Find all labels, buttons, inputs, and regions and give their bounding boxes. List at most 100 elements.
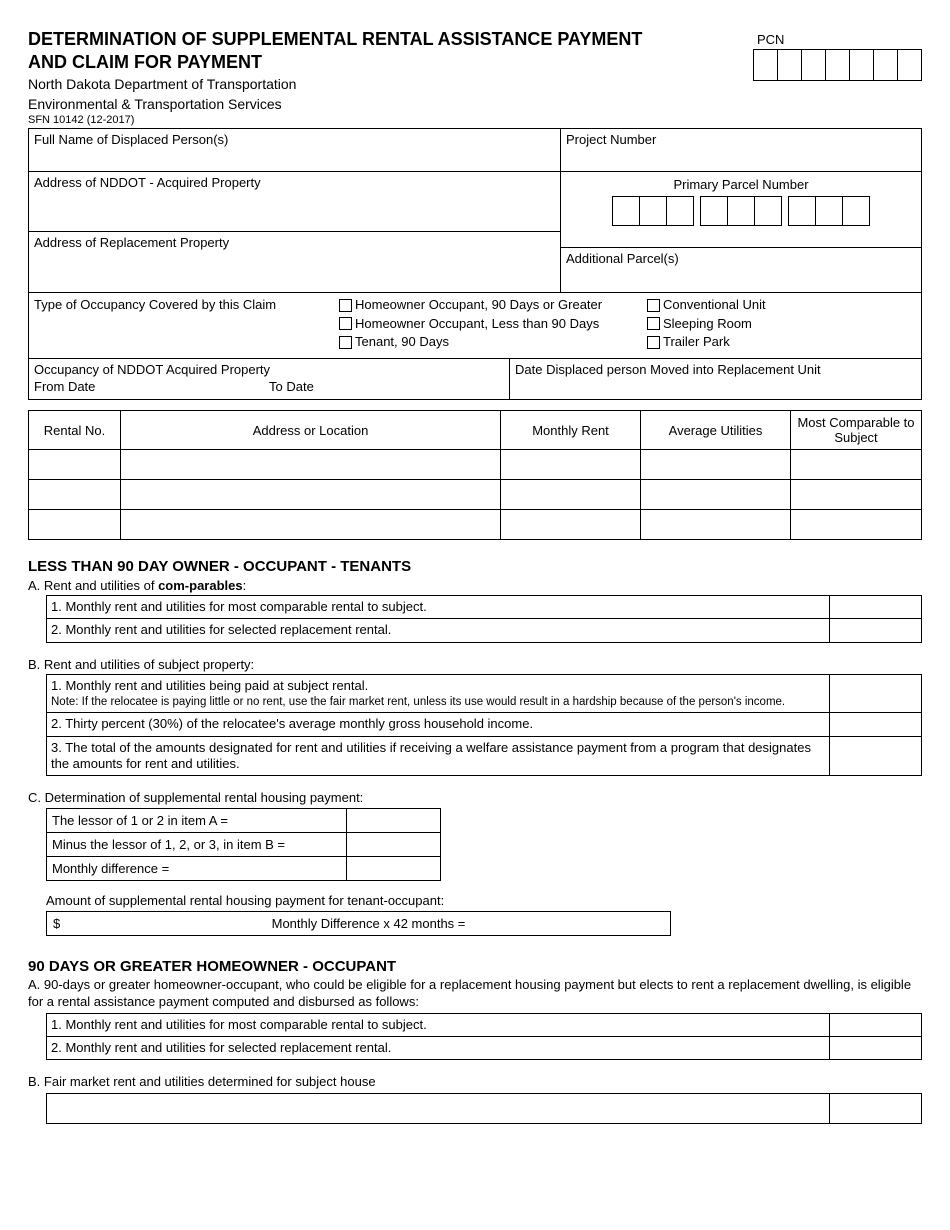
sec1-b1-val[interactable] [830, 674, 922, 713]
label-additional-parcel: Additional Parcel(s) [566, 251, 916, 267]
label-replacement-address: Address of Replacement Property [34, 235, 555, 251]
checkbox-conventional[interactable] [647, 299, 660, 312]
sec1-b3-val[interactable] [830, 736, 922, 776]
section2-header: 90 DAYS OR GREATER HOMEOWNER - OCCUPANT [28, 958, 922, 975]
sec1-b1-text: 1. Monthly rent and utilities being paid… [51, 678, 825, 694]
sec2-b-val[interactable] [830, 1094, 922, 1124]
pcn-cell[interactable] [849, 49, 874, 81]
sec1-b1-note: Note: If the relocatee is paying little … [51, 695, 825, 709]
th-monthly-rent: Monthly Rent [501, 411, 641, 450]
parcel-cell[interactable] [815, 196, 843, 226]
field-replacement-address[interactable]: Address of Replacement Property [29, 232, 560, 292]
field-date-moved[interactable]: Date Displaced person Moved into Replace… [510, 359, 921, 399]
section1-c-label: C. Determination of supplemental rental … [28, 790, 922, 805]
sec1-b2-val[interactable] [830, 713, 922, 736]
checkbox-home-lt90[interactable] [339, 317, 352, 330]
pcn-label: PCN [753, 32, 922, 47]
checkbox-tenant-90[interactable] [339, 336, 352, 349]
sec2-b-desc[interactable] [47, 1094, 830, 1124]
sec1-a1-val[interactable] [830, 596, 922, 619]
department-line2: Environmental & Transportation Services [28, 95, 753, 113]
table-row[interactable] [29, 510, 922, 540]
department-line1: North Dakota Department of Transportatio… [28, 75, 753, 93]
sec1-c1-val[interactable] [347, 809, 441, 833]
table-row[interactable] [29, 480, 922, 510]
field-occupancy-dates[interactable]: Occupancy of NDDOT Acquired Property Fro… [29, 359, 510, 399]
label-chk-tenant-90: Tenant, 90 Days [355, 334, 449, 350]
pcn-cell[interactable] [753, 49, 778, 81]
label-occupancy-type: Type of Occupancy Covered by this Claim [34, 297, 276, 312]
label-full-name: Full Name of Displaced Person(s) [34, 132, 555, 148]
section1-a-label: A. Rent and utilities of com-parables: [28, 578, 922, 593]
sec1-b2: 2. Thirty percent (30%) of the relocatee… [47, 713, 830, 736]
label-project-number: Project Number [566, 132, 916, 148]
parcel-cell[interactable] [700, 196, 728, 226]
sec1-b3: 3. The total of the amounts designated f… [47, 736, 830, 776]
checkbox-home-90[interactable] [339, 299, 352, 312]
parcel-cell[interactable] [788, 196, 816, 226]
sec2-a1-val[interactable] [830, 1013, 922, 1036]
sec1-c1: The lessor of 1 or 2 in item A = [47, 809, 347, 833]
sec2-a2-val[interactable] [830, 1037, 922, 1060]
sec1-a-bold: com-parables [158, 578, 243, 593]
sec1-amount-label: Amount of supplemental rental housing pa… [46, 893, 922, 908]
sec1-amount-box[interactable]: $ Monthly Difference x 42 months = [46, 911, 671, 936]
table-row[interactable] [29, 450, 922, 480]
sec1-a-pre: A. Rent and utilities of [28, 578, 158, 593]
dollar-sign: $ [53, 916, 73, 931]
parcel-cell[interactable] [639, 196, 667, 226]
sec1-c2-val[interactable] [347, 833, 441, 857]
sec1-c3: Monthly difference = [47, 857, 347, 881]
rental-comparables-table: Rental No. Address or Location Monthly R… [28, 410, 922, 540]
parcel-cell[interactable] [612, 196, 640, 226]
label-occ-acquired: Occupancy of NDDOT Acquired Property [34, 362, 504, 377]
form-header: DETERMINATION OF SUPPLEMENTAL RENTAL ASS… [28, 28, 922, 126]
section1-b-label: B. Rent and utilities of subject propert… [28, 657, 922, 672]
section1-b-table: 1. Monthly rent and utilities being paid… [46, 674, 922, 776]
pcn-cell[interactable] [825, 49, 850, 81]
occupancy-dates-row: Occupancy of NDDOT Acquired Property Fro… [29, 359, 921, 399]
sec1-c2: Minus the lessor of 1, 2, or 3, in item … [47, 833, 347, 857]
sec2-a2: 2. Monthly rent and utilities for select… [47, 1037, 830, 1060]
identity-block: Full Name of Displaced Person(s) Project… [28, 128, 922, 400]
pcn-block: PCN [753, 32, 922, 81]
sec1-c3-val[interactable] [347, 857, 441, 881]
checkbox-trailer[interactable] [647, 336, 660, 349]
th-most-comparable: Most Comparable to Subject [791, 411, 922, 450]
sec2-a1: 1. Monthly rent and utilities for most c… [47, 1013, 830, 1036]
parcel-cell[interactable] [754, 196, 782, 226]
pcn-cell[interactable] [777, 49, 802, 81]
pcn-cell[interactable] [801, 49, 826, 81]
pcn-cell[interactable] [873, 49, 898, 81]
label-chk-sleeping: Sleeping Room [663, 316, 752, 332]
field-full-name[interactable]: Full Name of Displaced Person(s) [29, 129, 561, 171]
label-acquired-address: Address of NDDOT - Acquired Property [34, 175, 555, 191]
section2-a-table: 1. Monthly rent and utilities for most c… [46, 1013, 922, 1061]
parcel-cell[interactable] [727, 196, 755, 226]
label-chk-home-90: Homeowner Occupant, 90 Days or Greater [355, 297, 602, 313]
section2-b-table [46, 1093, 922, 1124]
section1-c-table: The lessor of 1 or 2 in item A = Minus t… [46, 808, 441, 881]
parcel-cell[interactable] [666, 196, 694, 226]
parcel-cells [612, 196, 870, 226]
sec1-amount-text: Monthly Difference x 42 months = [73, 916, 664, 931]
form-title-line2: AND CLAIM FOR PAYMENT [28, 51, 753, 74]
sec1-b1: 1. Monthly rent and utilities being paid… [47, 674, 830, 713]
field-primary-parcel[interactable]: Primary Parcel Number [561, 172, 921, 248]
sec1-a-post: : [243, 578, 247, 593]
occupancy-type-row: Type of Occupancy Covered by this Claim … [29, 293, 921, 359]
sec1-a1: 1. Monthly rent and utilities for most c… [47, 596, 830, 619]
field-acquired-address[interactable]: Address of NDDOT - Acquired Property [29, 172, 560, 232]
field-additional-parcel[interactable]: Additional Parcel(s) [561, 248, 921, 292]
section1-header: LESS THAN 90 DAY OWNER - OCCUPANT - TENA… [28, 558, 922, 575]
pcn-cells [753, 49, 922, 81]
pcn-cell[interactable] [897, 49, 922, 81]
label-chk-home-lt90: Homeowner Occupant, Less than 90 Days [355, 316, 599, 332]
checkbox-sleeping[interactable] [647, 317, 660, 330]
th-address: Address or Location [121, 411, 501, 450]
section2-a-intro: A. 90-days or greater homeowner-occupant… [28, 977, 922, 1011]
parcel-cell[interactable] [842, 196, 870, 226]
field-project-number[interactable]: Project Number [561, 129, 921, 171]
sec1-a2: 2. Monthly rent and utilities for select… [47, 619, 830, 642]
sec1-a2-val[interactable] [830, 619, 922, 642]
